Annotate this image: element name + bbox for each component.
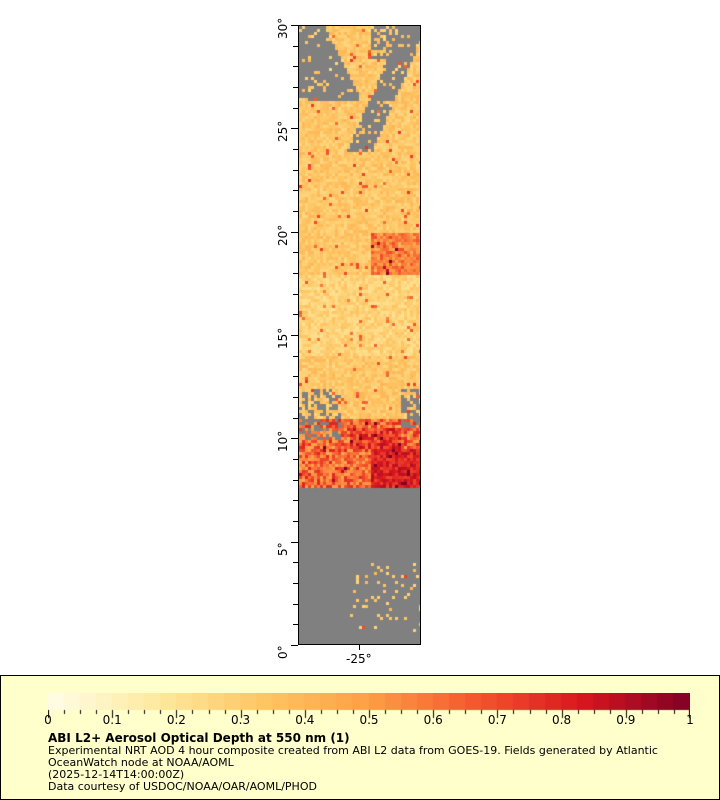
colorbar-tick-label: 0.3 [231, 713, 251, 727]
latitude-tick [293, 293, 298, 295]
aod-map-image [299, 26, 420, 644]
colorbar-tick-label: 0.6 [423, 713, 443, 727]
latitude-tick-label: 25° [276, 121, 290, 143]
latitude-tick [293, 66, 298, 68]
latitude-tick [293, 355, 298, 357]
latitude-tick [293, 417, 298, 419]
latitude-tick [291, 231, 298, 233]
latitude-tick [293, 169, 298, 171]
latitude-tick [293, 479, 298, 481]
legend-panel: 0 0.1 0.2 0.3 0.4 0.5 0.6 0.7 0.8 0.9 1 ABI L2+ Ae… [0, 675, 720, 800]
colorbar-tick-label: 0.8 [552, 713, 572, 727]
latitude-tick [293, 624, 298, 626]
longitude-tick-label: -25° [346, 652, 372, 666]
colorbar-tick-label: 0.5 [359, 713, 379, 727]
colorbar-tick-label: 0.4 [295, 713, 315, 727]
latitude-tick [293, 500, 298, 502]
legend-title: ABI L2+ Aerosol Optical Depth at 550 nm … [48, 731, 350, 745]
latitude-tick [291, 25, 298, 26]
longitude-tick [359, 645, 360, 650]
latitude-tick-label: 15° [276, 327, 290, 349]
latitude-tick [291, 438, 298, 440]
latitude-tick [291, 541, 298, 543]
latitude-tick [293, 45, 298, 47]
latitude-tick [293, 397, 298, 398]
latitude-tick [293, 562, 298, 564]
latitude-tick [293, 273, 298, 274]
latitude-tick-label: 20° [276, 224, 290, 246]
legend-description-1: Experimental NRT AOD 4 hour composite cr… [48, 744, 658, 757]
latitude-tick-label: 0° [276, 645, 290, 659]
latitude-tick [293, 521, 298, 522]
legend-credit: Data courtesy of USDOC/NOAA/OAR/AOML/PHO… [48, 780, 317, 793]
legend-description-2: OceanWatch node at NOAA/AOML [48, 756, 234, 769]
latitude-tick [293, 459, 298, 460]
map-frame [298, 25, 421, 645]
legend-time: (2025-12-14T14:00:00Z) [48, 768, 185, 781]
colorbar [48, 693, 690, 719]
colorbar-tick-label: 0 [44, 713, 52, 727]
latitude-tick [291, 128, 298, 130]
latitude-tick [293, 149, 298, 150]
colorbar-tick-label: 1 [686, 713, 694, 727]
latitude-tick [293, 252, 298, 254]
latitude-tick [293, 583, 298, 584]
colorbar-tick-label: 0.7 [487, 713, 507, 727]
latitude-tick [291, 645, 298, 646]
latitude-tick-label: 10° [276, 431, 290, 453]
latitude-tick [293, 87, 298, 88]
latitude-tick [293, 603, 298, 605]
latitude-tick [293, 314, 298, 316]
latitude-tick-label: 30° [276, 17, 290, 39]
latitude-tick [293, 107, 298, 109]
latitude-tick [293, 211, 298, 212]
latitude-tick [291, 335, 298, 336]
latitude-tick-label: 5° [276, 542, 290, 556]
colorbar-tick-label: 0.1 [102, 713, 122, 727]
latitude-tick [293, 376, 298, 378]
colorbar-tick-label: 0.2 [166, 713, 186, 727]
colorbar-tick-label: 0.9 [616, 713, 636, 727]
latitude-tick [293, 190, 298, 192]
